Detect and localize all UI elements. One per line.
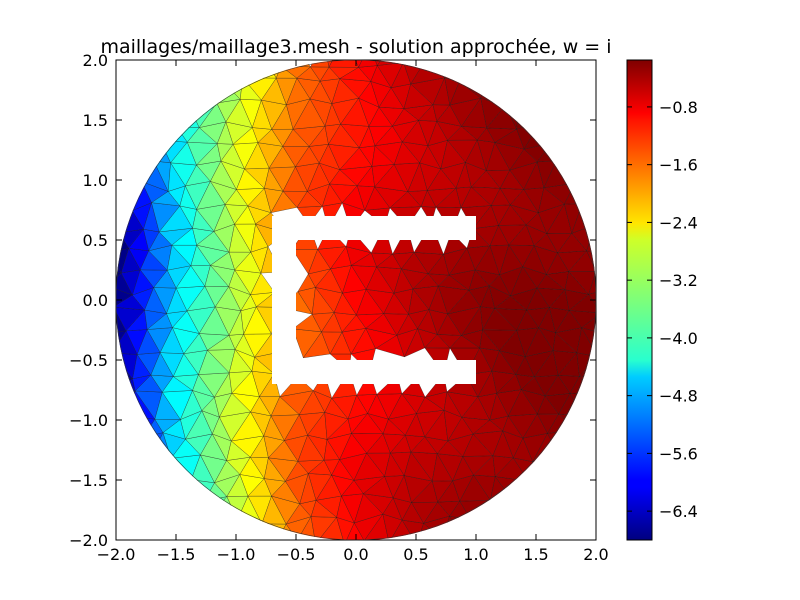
x-tick-label: −1.0 (217, 545, 256, 564)
y-tick-label: 2.0 (83, 51, 108, 70)
mesh-triangle (143, 432, 164, 460)
mesh-triangle (261, 523, 287, 541)
x-axis: −2.0 −1.5 −1.0 −0.5 0.0 0.5 1.0 1.5 2.0 (97, 60, 609, 564)
mesh-triangle (532, 461, 562, 476)
mesh-triangle (490, 500, 513, 518)
y-axis: −2.0 −1.5 −1.0 −0.5 0.0 0.5 1.0 1.5 2.0 (69, 51, 596, 550)
x-tick-label: 1.5 (523, 545, 548, 564)
y-tick-label: 0.0 (83, 291, 108, 310)
colorbar-tick-label: −0.8 (659, 98, 698, 117)
colorbar-ticks: −6.4 −5.6 −4.8 −4.0 −3.2 −2.4 −1.6 −0.8 (627, 98, 698, 521)
plot-area: −2.0 −1.5 −1.0 −0.5 0.0 0.5 1.0 1.5 2.0 −2.0 −1.5… (69, 51, 609, 564)
mesh-triangle (569, 393, 592, 417)
mesh-triangle (586, 223, 597, 253)
mesh-triangle (574, 182, 597, 205)
y-tick-label: 1.0 (83, 171, 108, 190)
x-tick-label: 2.0 (583, 545, 608, 564)
mesh-triangle (516, 106, 541, 130)
colorbar-tick-label: −1.6 (659, 156, 698, 175)
mesh-triangle (243, 523, 278, 541)
mesh-triangle (550, 142, 570, 162)
colorbar-tick-label: −6.4 (659, 502, 698, 521)
colorbar: −6.4 −5.6 −4.8 −4.0 −3.2 −2.4 −1.6 −0.8 (626, 59, 698, 541)
mesh (115, 59, 597, 564)
mesh-triangle (316, 544, 345, 564)
slot-hole (272, 216, 476, 384)
chart-title: maillages/maillage3.mesh - solution appr… (100, 36, 611, 58)
x-tick-label: 0.5 (403, 545, 428, 564)
colorbar-tick-label: −4.8 (659, 387, 698, 406)
colorbar-gradient (626, 59, 653, 541)
y-tick-label: −2.0 (69, 531, 108, 550)
mesh-triangle (547, 430, 578, 463)
mesh-triangle (588, 288, 597, 314)
colorbar-tick-label: −5.6 (659, 444, 698, 463)
y-tick-label: −1.0 (69, 411, 108, 430)
slot-shape (272, 216, 476, 384)
mesh-triangle (376, 59, 404, 66)
disk-boundary (115, 59, 597, 541)
x-tick-label: 1.0 (463, 545, 488, 564)
x-tick-label: −1.5 (157, 545, 196, 564)
mesh-triangle (588, 270, 597, 295)
mesh-triangle (443, 231, 468, 255)
y-tick-label: −1.5 (69, 471, 108, 490)
mesh-triangle (115, 376, 134, 395)
y-tick-label: 0.5 (83, 231, 108, 250)
y-tick-label: 1.5 (83, 111, 108, 130)
colorbar-tick-label: −2.4 (659, 213, 698, 232)
mesh-triangle (401, 378, 426, 398)
x-tick-label: −2.0 (97, 545, 136, 564)
colorbar-tick-label: −3.2 (659, 271, 698, 290)
mesh-triangle (176, 101, 200, 128)
y-tick-label: −0.5 (69, 351, 108, 370)
mesh-triangle (216, 78, 241, 104)
mesh-triangle (449, 515, 472, 541)
mesh-triangle (115, 390, 136, 416)
mesh-triangle (237, 519, 263, 539)
colorbar-tick-label: −4.0 (659, 329, 698, 348)
mesh-triangle (358, 59, 378, 68)
x-tick-label: −0.5 (277, 545, 316, 564)
mesh-triangle (143, 139, 161, 162)
x-tick-label: 0.0 (343, 545, 368, 564)
mesh-triangle (458, 65, 486, 82)
mesh-triangle (250, 272, 275, 295)
